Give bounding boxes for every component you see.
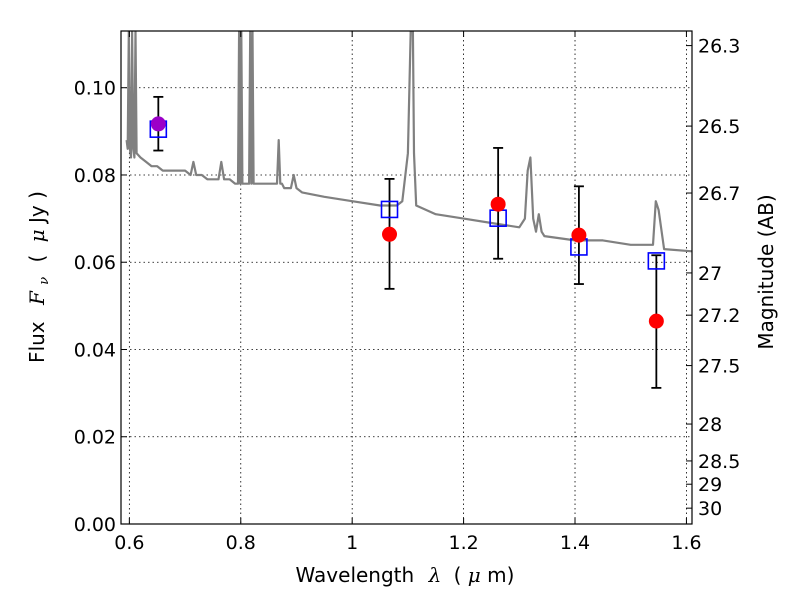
- y2-tick-label: 28: [698, 414, 722, 436]
- observed-photometry-point: [571, 227, 587, 243]
- y2-tick-label: 27: [698, 263, 722, 285]
- x-tick-label: 1.2: [448, 532, 478, 554]
- y2-tick-label: 29: [698, 474, 722, 496]
- observed-photometry-point-highlight: [150, 116, 166, 132]
- x-axis-title-unit-mu: μ: [468, 563, 481, 587]
- x-axis-ticks: 0.6 0.8 1 1.2 1.4 1.6: [114, 31, 702, 554]
- y2-tick-label: 27.5: [698, 356, 740, 378]
- y-axis-title-unit-open: (: [25, 255, 49, 263]
- observed-photometry-point: [382, 226, 398, 242]
- x-tick-label: 1: [346, 532, 358, 554]
- model-photometry-square: [380, 200, 399, 219]
- x-axis-title-prefix: Wavelength: [296, 563, 415, 587]
- y-tick-label: 0.08: [74, 165, 116, 187]
- x-tick-label: 0.8: [226, 532, 256, 554]
- x-axis-title-unit-rest: m): [487, 563, 514, 587]
- x-tick-label: 0.6: [114, 532, 144, 554]
- plot-frame: [120, 30, 693, 525]
- x-tick-label: 1.6: [671, 532, 701, 554]
- y-tick-label: 0.04: [74, 339, 116, 361]
- x-axis-title-var: λ: [428, 563, 442, 587]
- y2-tick-label: 26.5: [698, 116, 740, 138]
- observed-photometry-point: [490, 196, 506, 212]
- model-spectrum-layer: [125, 31, 692, 253]
- y-axis-title-sub: ν: [37, 277, 52, 285]
- y2-tick-label: 26.3: [698, 36, 740, 58]
- y-tick-label: 0.06: [74, 252, 116, 274]
- y-tick-label: 0.02: [74, 427, 116, 449]
- y-axis-title-unit-rest: Jy ): [25, 191, 49, 225]
- y-axis-title-prefix: Flux: [25, 321, 49, 363]
- model-spectrum-line: [125, 31, 692, 253]
- y2-tick-label: 26.7: [698, 183, 740, 205]
- y2-axis-title: Magnitude (AB): [754, 194, 778, 349]
- x-axis-title: Wavelength λ ( μ m): [296, 563, 515, 587]
- observed-points-layer: [150, 116, 664, 329]
- y-axis-ticks: 0.00 0.02 0.04 0.06 0.08 0.10: [74, 78, 127, 536]
- model-photometry-square: [647, 252, 666, 270]
- y-tick-label: 0.10: [74, 78, 116, 100]
- x-axis-title-unit-open: (: [454, 563, 462, 587]
- y-tick-label: 0.00: [74, 514, 116, 536]
- y2-tick-label: 28.5: [698, 451, 740, 473]
- y-axis-title-var: F: [25, 290, 49, 306]
- x-tick-label: 1.4: [560, 532, 590, 554]
- observed-photometry-point: [648, 313, 664, 329]
- y-axis-title-unit-mu: μ: [25, 229, 49, 242]
- y2-tick-label: 27.2: [698, 305, 740, 327]
- y-axis-title: Flux F ν ( μ Jy ): [25, 191, 53, 363]
- y2-tick-label: 30: [698, 498, 722, 520]
- grid: [121, 31, 692, 525]
